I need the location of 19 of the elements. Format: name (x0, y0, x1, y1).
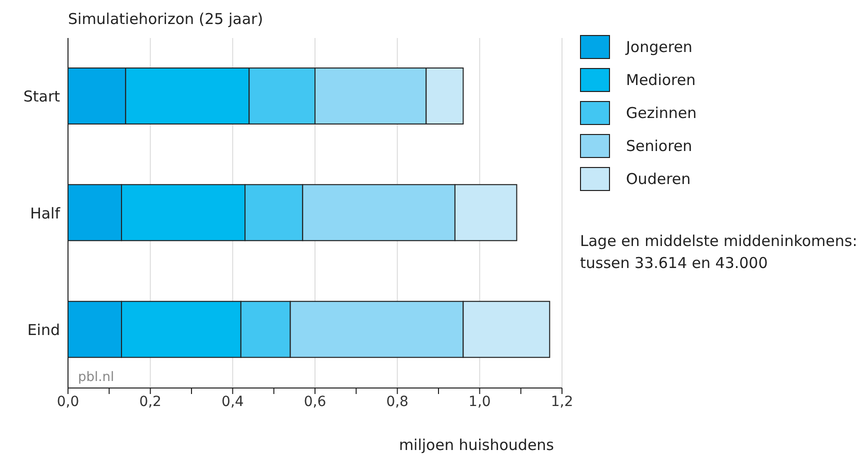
annotation: pbl.nl (78, 370, 114, 385)
x-tick-label: 0,4 (222, 394, 244, 410)
y-tick-label: Start (23, 88, 60, 106)
x-tick-label: 0,8 (386, 394, 408, 410)
x-tick-label: 0,6 (304, 394, 326, 410)
legend-label: Senioren (626, 136, 692, 154)
y-tick-label: Half (30, 204, 61, 222)
chart-title: Simulatiehorizon (25 jaar) (68, 10, 264, 28)
x-tick-label: 1,0 (468, 394, 491, 410)
legend-label: Gezinnen (626, 104, 697, 122)
x-axis-title: miljoen huishoudens (398, 436, 554, 454)
y-tick-label: Eind (27, 320, 60, 339)
legend-label: Medioren (626, 70, 696, 88)
x-tick-label: 0,2 (139, 394, 162, 410)
legend-label: Ouderen (626, 170, 691, 188)
text: Lage en middelste middeninkomens: tussen 33.614 en 43.000 (580, 231, 858, 274)
legend-label: Jongeren (626, 38, 692, 56)
x-tick-label: 1,2 (550, 394, 574, 410)
x-tick-label: 0,0 (56, 394, 80, 410)
